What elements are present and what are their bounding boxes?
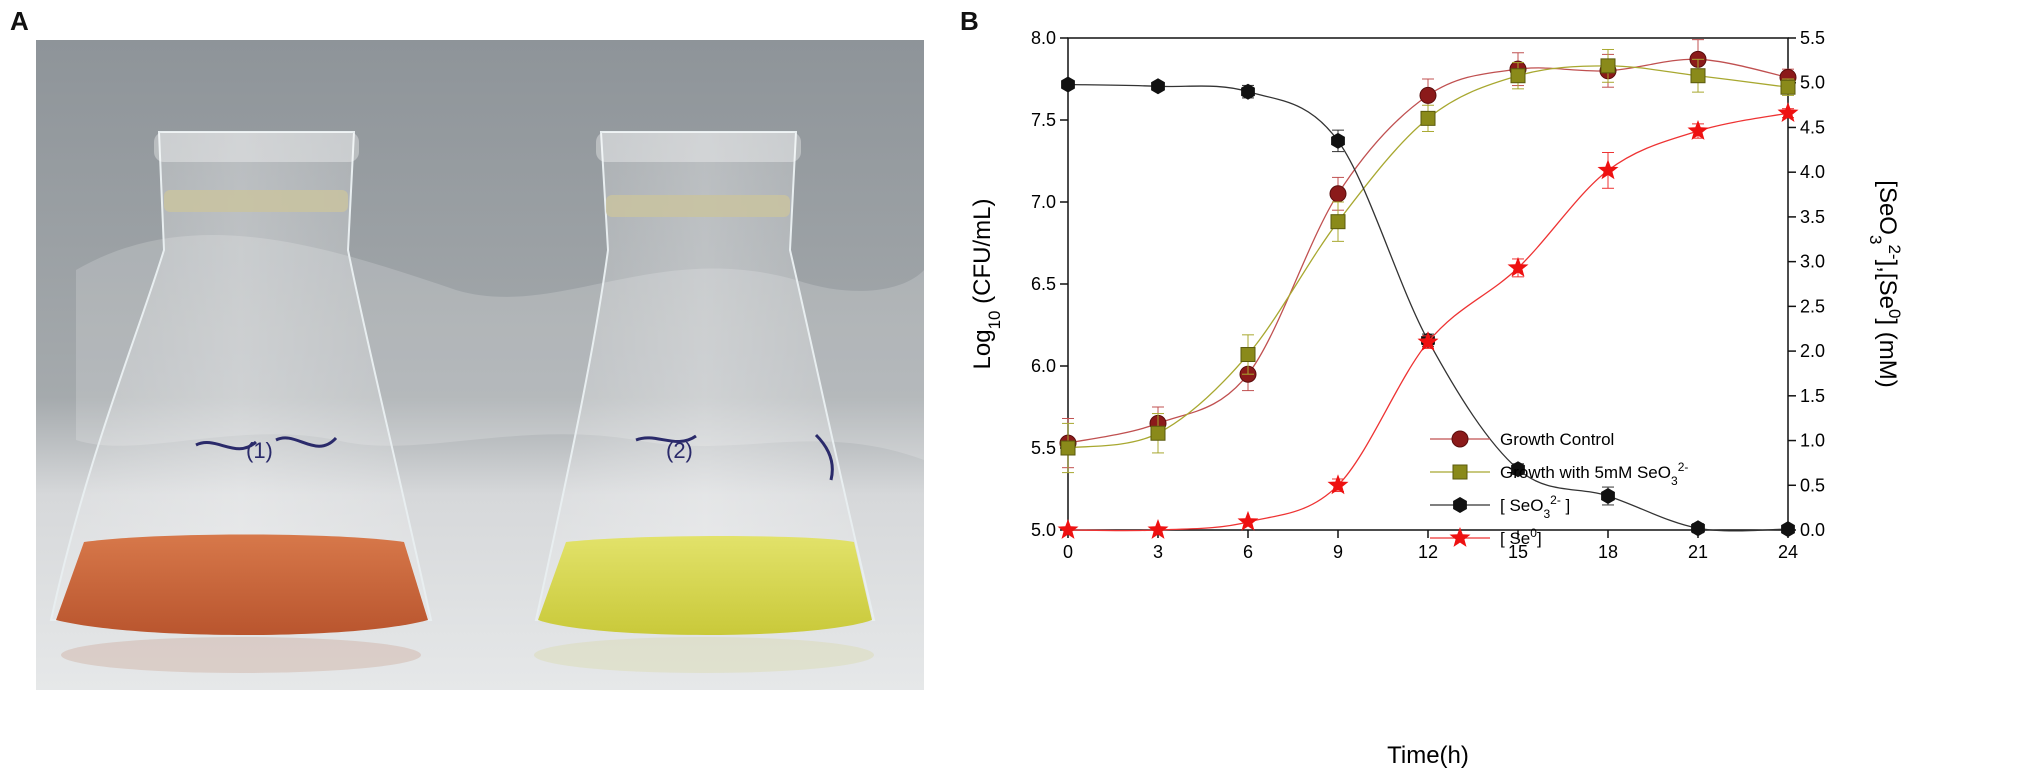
- left-y-tick-label: 7.5: [1031, 110, 1056, 130]
- right-y-tick-label: 3.5: [1800, 207, 1825, 227]
- data-point: [1780, 79, 1796, 95]
- data-point: [1240, 347, 1256, 363]
- x-tick-label: 12: [1418, 542, 1438, 562]
- right-y-tick-label: 1.0: [1800, 431, 1825, 451]
- legend-entry-growth-selenite: Growth with 5mM SeO32-: [1500, 460, 1688, 488]
- series-line: [1067, 58, 1789, 444]
- right-y-tick-label: 0.0: [1800, 520, 1825, 540]
- data-point: [1511, 461, 1525, 478]
- data-point: [1419, 86, 1437, 104]
- right-y-tick-label: 3.0: [1800, 252, 1825, 272]
- series-3: [1057, 102, 1799, 539]
- flask-right-note: (2): [666, 438, 693, 463]
- left-y-tick-label: 5.0: [1031, 520, 1056, 540]
- data-point: [1417, 331, 1439, 351]
- data-point: [1507, 256, 1529, 277]
- x-tick-label: 21: [1688, 542, 1708, 562]
- panel-a-label: A: [10, 6, 29, 36]
- chart-axes: 0 3 6 9 12 15 18 21 24 5.0 5.5 6.0 6.5 7.0 7.5 8.0 0.0 0.…: [1031, 28, 1825, 562]
- data-point: [1151, 78, 1165, 95]
- legend-marker: [1452, 464, 1468, 480]
- data-point: [1057, 519, 1079, 539]
- legend-marker: [1453, 497, 1467, 513]
- x-tick-label: 9: [1333, 542, 1343, 562]
- data-point: [1241, 83, 1255, 100]
- data-point: [1691, 520, 1705, 537]
- right-y-tick-label: 0.5: [1800, 475, 1825, 495]
- left-y-tick-label: 5.5: [1031, 438, 1056, 458]
- flask-photo: (1) (2): [36, 40, 924, 690]
- data-point: [1237, 510, 1259, 531]
- two-flasks-photo-icon: (1) (2): [36, 40, 924, 690]
- data-point: [1061, 76, 1075, 93]
- data-point: [1687, 120, 1709, 140]
- right-y-tick-label: 4.5: [1800, 117, 1825, 137]
- data-point: [1601, 488, 1615, 504]
- growth-selenite-chart: 0 3 6 9 12 15 18 21 24 5.0 5.5 6.0 6.5 7.0 7.5 8.0 0.0 0.…: [969, 28, 1905, 769]
- data-point: [1331, 132, 1345, 149]
- x-tick-label: 0: [1063, 542, 1073, 562]
- left-y-tick-label: 8.0: [1031, 28, 1056, 48]
- data-point: [1777, 102, 1799, 122]
- series-line: [1067, 65, 1789, 449]
- data-point: [1510, 68, 1526, 84]
- right-y-tick-label: 1.5: [1800, 386, 1825, 406]
- data-point: [1150, 425, 1166, 441]
- legend-entry-selenium: [ Se0]: [1500, 526, 1542, 548]
- chart-series: [1057, 39, 1799, 539]
- legend-entry-selenite: [ SeO32- ]: [1500, 493, 1570, 521]
- data-point: [1600, 58, 1616, 74]
- left-y-axis-label: Log10 (CFU/mL): [969, 199, 1004, 370]
- right-y-tick-label: 2.0: [1800, 341, 1825, 361]
- legend-entry-growth-control: Growth Control: [1500, 430, 1614, 449]
- x-axis-label: Time(h): [1387, 742, 1469, 769]
- data-point: [1597, 159, 1619, 180]
- left-y-tick-label: 6.5: [1031, 274, 1056, 294]
- left-y-tick-label: 6.0: [1031, 356, 1056, 376]
- data-point: [1330, 214, 1346, 230]
- data-point: [1060, 440, 1076, 456]
- data-point: [1327, 474, 1349, 495]
- right-y-axis-label: [SeO32-],[Se0] (mM): [1867, 180, 1905, 387]
- right-y-tick-label: 5.0: [1800, 73, 1825, 93]
- x-tick-label: 15: [1508, 542, 1528, 562]
- flask-left-note: (1): [246, 438, 273, 463]
- data-point: [1329, 185, 1347, 203]
- panel-b-label: B: [960, 6, 979, 36]
- chart-legend: Growth Control Growth with 5mM SeO32- [ …: [1430, 430, 1688, 548]
- right-y-tick-label: 2.5: [1800, 296, 1825, 316]
- x-tick-label: 24: [1778, 542, 1798, 562]
- data-point: [1690, 68, 1706, 84]
- x-tick-label: 3: [1153, 542, 1163, 562]
- data-point: [1781, 521, 1795, 538]
- x-tick-label: 6: [1243, 542, 1253, 562]
- data-point: [1147, 519, 1169, 539]
- series-0: [1059, 39, 1797, 469]
- series-1: [1060, 48, 1796, 474]
- left-y-tick-label: 7.0: [1031, 192, 1056, 212]
- right-y-tick-label: 5.5: [1800, 28, 1825, 48]
- legend-marker: [1451, 430, 1469, 448]
- legend-marker: [1449, 527, 1471, 547]
- x-tick-label: 18: [1598, 542, 1618, 562]
- right-y-tick-label: 4.0: [1800, 162, 1825, 182]
- data-point: [1420, 110, 1436, 126]
